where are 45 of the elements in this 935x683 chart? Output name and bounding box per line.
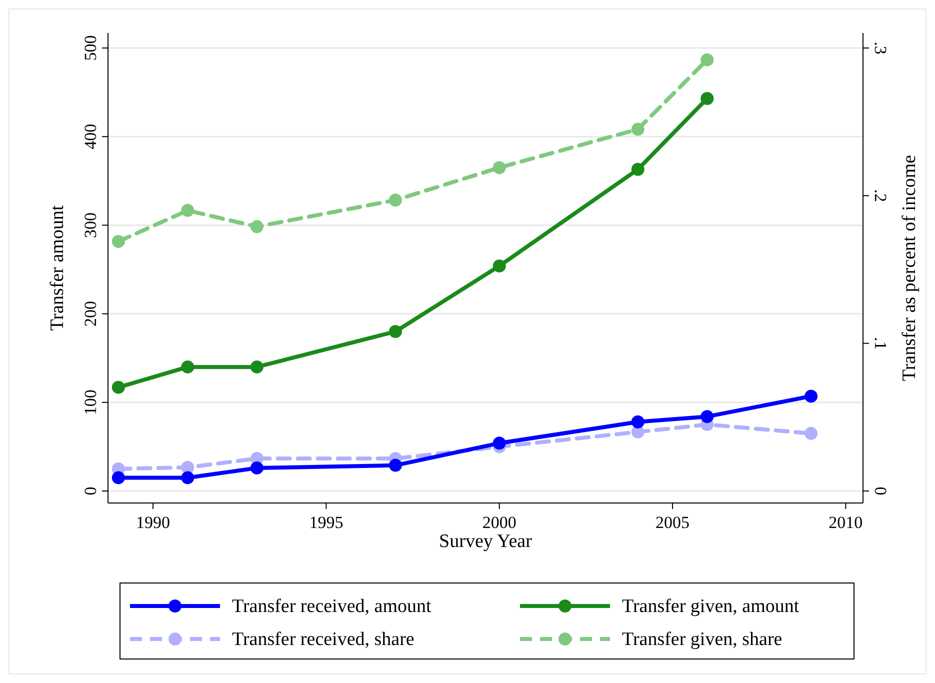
point	[492, 259, 506, 272]
point	[250, 360, 264, 374]
point	[492, 436, 506, 450]
point	[631, 162, 644, 176]
y-tick-label: 0	[81, 486, 100, 496]
y2-tick-label: .3	[871, 42, 890, 54]
point	[492, 161, 506, 174]
point	[388, 325, 402, 338]
legend-label: Transfer given, share	[622, 629, 782, 650]
point	[112, 234, 125, 248]
point	[631, 122, 644, 136]
point	[700, 53, 714, 66]
point	[804, 390, 818, 403]
point	[181, 360, 194, 374]
legend-label: Transfer received, share	[232, 629, 414, 650]
point	[804, 426, 818, 440]
legend-label: Transfer received, amount	[232, 596, 432, 617]
y2-tick-label: .2	[871, 189, 890, 202]
x-tick-label: 2000	[482, 513, 516, 532]
y-tick-label: 500	[81, 35, 100, 61]
point	[112, 380, 125, 394]
y-tick-label: 200	[81, 301, 100, 327]
point	[112, 471, 125, 484]
y-tick-label: 100	[81, 390, 100, 416]
y2-axis-title: Transfer as percent of income	[899, 154, 920, 382]
point	[631, 415, 644, 428]
x-tick-label: 1995	[309, 513, 344, 532]
point	[181, 471, 194, 484]
point	[388, 194, 402, 207]
point	[250, 461, 264, 474]
x-tick-label: 2005	[656, 513, 690, 532]
point	[181, 204, 194, 217]
point	[700, 92, 714, 105]
y-axis-title: Transfer amount	[47, 204, 68, 331]
y2-tick-label: .1	[871, 336, 890, 350]
point	[388, 458, 402, 472]
point	[250, 220, 264, 234]
x-tick-label: 1990	[136, 513, 170, 532]
x-axis-title: Survey Year	[439, 531, 533, 552]
point	[700, 410, 714, 424]
y2-tick-label: 0	[871, 486, 890, 496]
y-tick-label: 400	[81, 124, 100, 150]
y-tick-label: 300	[81, 212, 100, 238]
x-tick-label: 2010	[828, 513, 863, 532]
legend-label: Transfer given, amount	[622, 596, 800, 617]
